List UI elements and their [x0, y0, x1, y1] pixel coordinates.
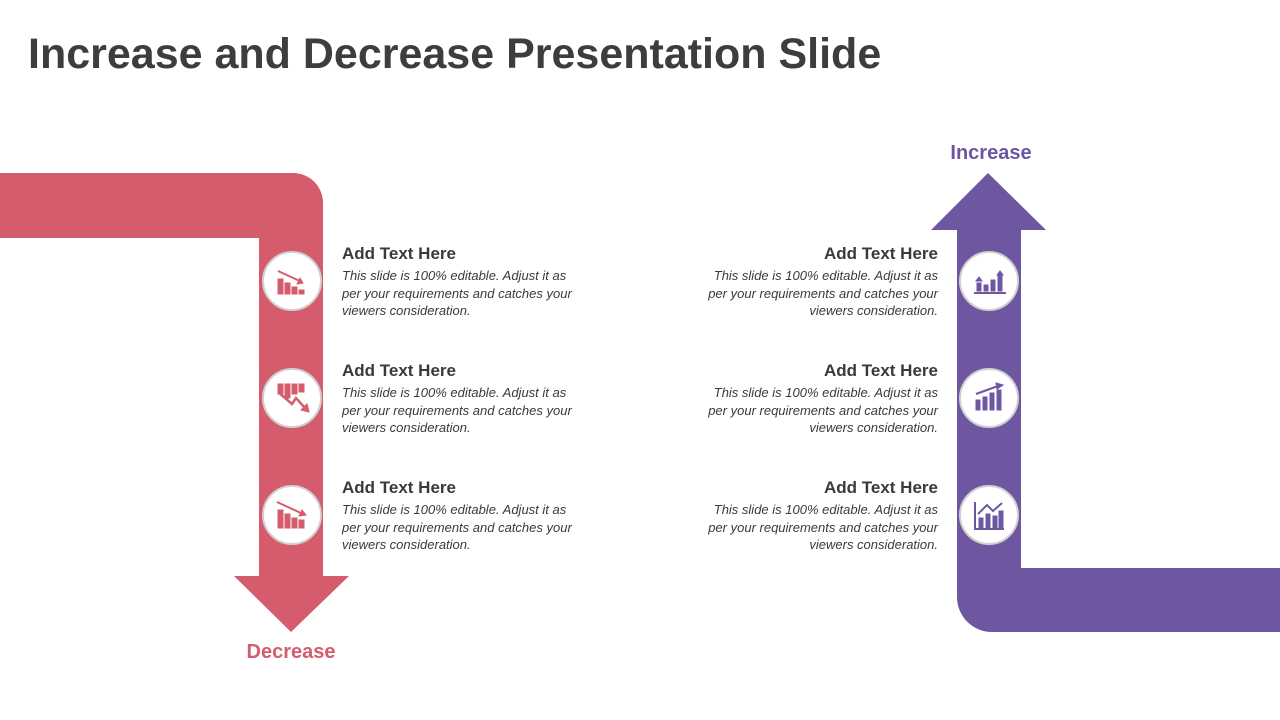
item-body: This slide is 100% editable. Adjust it a…: [708, 502, 938, 553]
text-item: Add Text Here This slide is 100% editable…: [342, 478, 587, 554]
item-heading: Add Text Here: [342, 361, 456, 380]
decrease-icons: [276, 270, 310, 529]
item-heading: Add Text Here: [824, 478, 938, 497]
item-body: This slide is 100% editable. Adjust it a…: [342, 385, 572, 436]
slide-title: Increase and Decrease Presentation Slide: [28, 30, 882, 78]
increase-icons: [974, 270, 1006, 530]
item-heading: Add Text Here: [824, 244, 938, 263]
decrease-label: Decrease: [246, 641, 336, 663]
text-item: Add Text Here This slide is 100% editable…: [693, 361, 938, 437]
increase-label: Increase: [950, 142, 1032, 164]
text-item: Add Text Here This slide is 100% editable…: [342, 361, 587, 437]
item-heading: Add Text Here: [824, 361, 938, 380]
item-heading: Add Text Here: [342, 478, 456, 497]
decrease-arrow: [0, 173, 349, 632]
item-body: This slide is 100% editable. Adjust it a…: [708, 268, 938, 319]
text-item: Add Text Here This slide is 100% editable…: [693, 478, 938, 554]
text-item: Add Text Here This slide is 100% editable…: [342, 244, 587, 320]
item-body: This slide is 100% editable. Adjust it a…: [342, 268, 572, 319]
item-body: This slide is 100% editable. Adjust it a…: [708, 385, 938, 436]
item-heading: Add Text Here: [342, 244, 456, 263]
item-body: This slide is 100% editable. Adjust it a…: [342, 502, 572, 553]
text-item: Add Text Here This slide is 100% editable…: [693, 244, 938, 320]
